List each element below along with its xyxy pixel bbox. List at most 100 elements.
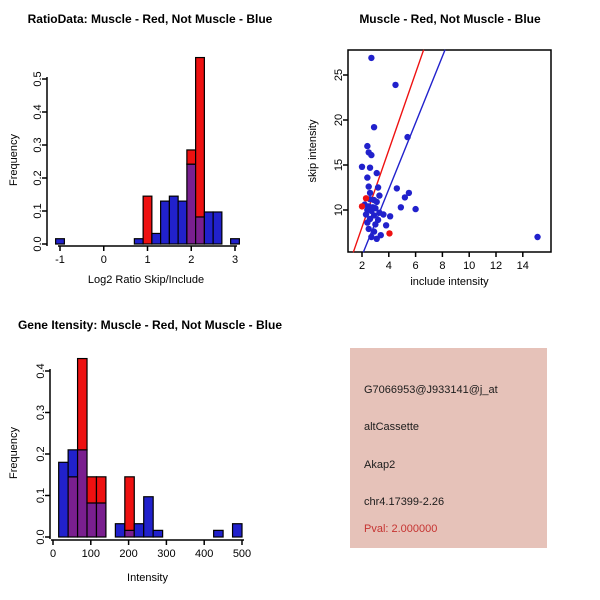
histogram-bar-overlap bbox=[124, 529, 135, 538]
scatter-point-blue bbox=[380, 211, 387, 218]
x-tick-label: 4 bbox=[386, 260, 392, 272]
scatter-point-blue bbox=[366, 164, 374, 171]
probe-id-text: G7066953@J933141@j_at bbox=[364, 384, 498, 396]
scatter-point-blue bbox=[373, 235, 380, 242]
gene-name-text: Akap2 bbox=[364, 459, 396, 471]
x-tick-label: 400 bbox=[195, 548, 213, 560]
y-tick-label: 25 bbox=[333, 69, 345, 81]
y-tick-label: 0.1 bbox=[35, 488, 47, 503]
x-tick-label: 100 bbox=[82, 548, 100, 560]
scatter-point-blue bbox=[534, 233, 541, 241]
scatter-point-blue bbox=[364, 219, 371, 226]
panel-gene-intensity-histogram: Gene Itensity: Muscle - Red, Not Muscle … bbox=[0, 300, 300, 600]
scatter-point-blue bbox=[392, 81, 399, 89]
scatter-point-blue bbox=[373, 169, 380, 177]
y-tick-label: 0.0 bbox=[35, 529, 47, 544]
histogram-bar-blue bbox=[55, 238, 65, 245]
x-tick-label: 2 bbox=[359, 260, 365, 272]
gene-intensity-histogram-plot: 0 100 200 300 400 500 0.0 0.1 0.2 0.3 0.4 bbox=[35, 357, 251, 560]
scatter-point-blue bbox=[374, 184, 382, 191]
histogram-bar-overlap bbox=[195, 216, 205, 245]
scatter-point-blue bbox=[358, 163, 366, 170]
x-tick-label: 10 bbox=[463, 260, 475, 272]
histogram-bar-overlap bbox=[186, 163, 197, 245]
intensity-scatter-plot: 2 4 6 8 10 12 14 10 15 20 25 bbox=[333, 49, 552, 272]
intensity-scatter-ylabel: skip intensity bbox=[307, 119, 319, 183]
histogram-bar-blue bbox=[152, 529, 164, 538]
ratio-histogram-ylabel: Frequency bbox=[8, 134, 20, 186]
scatter-point-blue bbox=[368, 151, 375, 159]
y-tick-label: 15 bbox=[333, 159, 345, 171]
muscle-fit-line bbox=[352, 49, 425, 253]
scatter-point-blue bbox=[368, 233, 375, 241]
ratio-histogram-title: RatioData: Muscle - Red, Not Muscle - Bl… bbox=[27, 12, 273, 26]
gene-intensity-histogram-ylabel: Frequency bbox=[8, 427, 20, 479]
histogram-bar-overlap bbox=[95, 502, 107, 538]
y-tick-label: 10 bbox=[333, 204, 345, 216]
scatter-point-blue bbox=[401, 194, 409, 201]
histogram-bar-blue bbox=[203, 211, 214, 245]
x-tick-label: 14 bbox=[517, 260, 529, 272]
histogram-bar-blue bbox=[231, 523, 243, 538]
scatter-point-blue bbox=[373, 198, 380, 206]
y-tick-label: 0.0 bbox=[32, 236, 44, 251]
y-tick-label: 20 bbox=[333, 114, 345, 126]
x-tick-label: 1 bbox=[144, 254, 150, 266]
scatter-point-blue bbox=[370, 124, 378, 131]
histogram-bar-blue bbox=[213, 529, 224, 538]
histogram-bar-blue bbox=[168, 195, 179, 245]
y-tick-label: 0.3 bbox=[32, 137, 44, 152]
scatter-point-blue bbox=[364, 142, 371, 150]
histogram-bar-red bbox=[142, 195, 153, 245]
x-tick-label: 200 bbox=[119, 548, 137, 560]
scatter-point-blue bbox=[412, 205, 419, 213]
intensity-scatter-title: Muscle - Red, Not Muscle - Blue bbox=[359, 12, 541, 26]
gene-info-panel: G7066953@J933141@j_at altCassette Akap2 … bbox=[350, 348, 547, 548]
scatter-point-blue bbox=[365, 183, 372, 190]
histogram-bar-red bbox=[86, 476, 98, 504]
plot-box bbox=[347, 49, 552, 253]
scatter-point-blue bbox=[393, 185, 401, 192]
histogram-bar-red bbox=[195, 56, 205, 218]
scatter-point-blue bbox=[397, 204, 405, 211]
scatter-point-blue bbox=[386, 213, 394, 220]
y-tick-label: 0.4 bbox=[32, 104, 44, 119]
histogram-bar-blue bbox=[143, 496, 154, 538]
histogram-bar-blue bbox=[230, 238, 240, 245]
scatter-point-red bbox=[386, 230, 393, 237]
gene-intensity-histogram-title: Gene Itensity: Muscle - Red, Not Muscle … bbox=[17, 318, 283, 332]
y-tick-label: 0.2 bbox=[32, 170, 44, 185]
histogram-bar-blue bbox=[58, 461, 69, 538]
y-tick-label: 0.1 bbox=[32, 203, 44, 218]
histogram-bar-red bbox=[124, 476, 135, 531]
gene-intensity-histogram-xlabel: Intensity bbox=[127, 572, 168, 584]
intensity-scatter-xlabel: include intensity bbox=[410, 276, 489, 288]
pval-text: Pval: 2.000000 bbox=[364, 523, 438, 535]
scatter-point-blue bbox=[376, 192, 383, 199]
splice-type-text: altCassette bbox=[364, 421, 420, 433]
panel-ratio-histogram: RatioData: Muscle - Red, Not Muscle - Bl… bbox=[0, 0, 300, 300]
ratio-histogram-xlabel: Log2 Ratio Skip/Include bbox=[87, 274, 205, 286]
x-tick-label: 3 bbox=[232, 254, 238, 266]
histogram-bar-overlap bbox=[67, 476, 79, 538]
scatter-point-blue bbox=[368, 54, 375, 62]
histogram-bar-red bbox=[95, 476, 107, 504]
panel-intensity-scatter: Muscle - Red, Not Muscle - Blue 2 4 6 8 10 12… bbox=[300, 0, 600, 300]
scatter-point-red bbox=[358, 203, 366, 210]
scatter-point-blue bbox=[372, 221, 379, 228]
histogram-bar-overlap bbox=[76, 449, 88, 538]
x-tick-label: 0 bbox=[50, 548, 56, 560]
location-text: chr4.17399-2.26 bbox=[364, 496, 445, 508]
x-tick-label: 500 bbox=[233, 548, 251, 560]
y-tick-label: 0.4 bbox=[35, 363, 47, 378]
histogram-bar-blue bbox=[67, 449, 79, 478]
x-tick-label: 0 bbox=[101, 254, 107, 266]
scatter-point-blue bbox=[362, 211, 370, 218]
x-tick-label: 12 bbox=[490, 260, 502, 272]
histogram-bar-blue bbox=[151, 232, 162, 245]
histogram-bar-blue bbox=[160, 200, 170, 245]
histogram-bar-blue bbox=[177, 200, 188, 245]
y-tick-label: 0.3 bbox=[35, 405, 47, 420]
y-tick-label: 0.5 bbox=[32, 71, 44, 86]
